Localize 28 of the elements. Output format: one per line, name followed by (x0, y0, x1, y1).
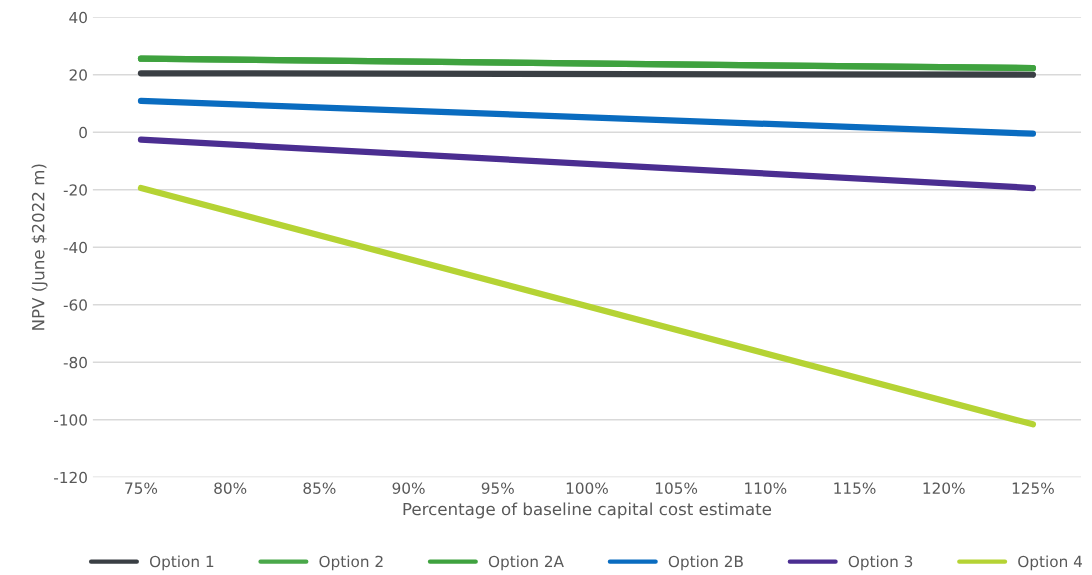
legend-label: Option 2 (319, 555, 383, 571)
x-tick-label: 100% (566, 482, 608, 494)
x-tick-label: 105% (655, 482, 698, 494)
x-tick-label: 120% (923, 482, 965, 494)
x-tick-label: 115% (834, 482, 876, 494)
y-tick-label: -20 (63, 184, 87, 196)
legend-label: Option 2B (668, 555, 743, 571)
y-tick-label: -100 (54, 414, 87, 426)
y-tick-label: 40 (69, 11, 87, 24)
x-tick-label: 90% (392, 482, 425, 494)
y-tick-label: -40 (63, 241, 87, 254)
legend-label: Option 4 (1018, 555, 1083, 571)
y-tick-label: -120 (54, 471, 87, 484)
legend-label: Option 1 (149, 555, 214, 571)
x-axis-title: Percentage of baseline capital cost estimate (403, 502, 772, 519)
y-tick-label: -80 (63, 356, 87, 369)
legend-label: Option 2A (488, 555, 564, 571)
y-tick-label: 20 (69, 69, 87, 81)
x-tick-label: 80% (214, 482, 247, 494)
y-tick-label: 0 (79, 126, 87, 139)
y-tick-label: -60 (63, 299, 87, 311)
x-tick-label: 125% (1012, 482, 1054, 494)
x-tick-label: 110% (745, 482, 787, 494)
legend-label: Option 3 (848, 555, 913, 571)
x-tick-label: 75% (125, 482, 158, 494)
x-tick-label: 95% (481, 482, 514, 494)
x-tick-label: 85% (303, 482, 336, 494)
y-axis-title: NPV (June $2022 m) (31, 164, 48, 330)
